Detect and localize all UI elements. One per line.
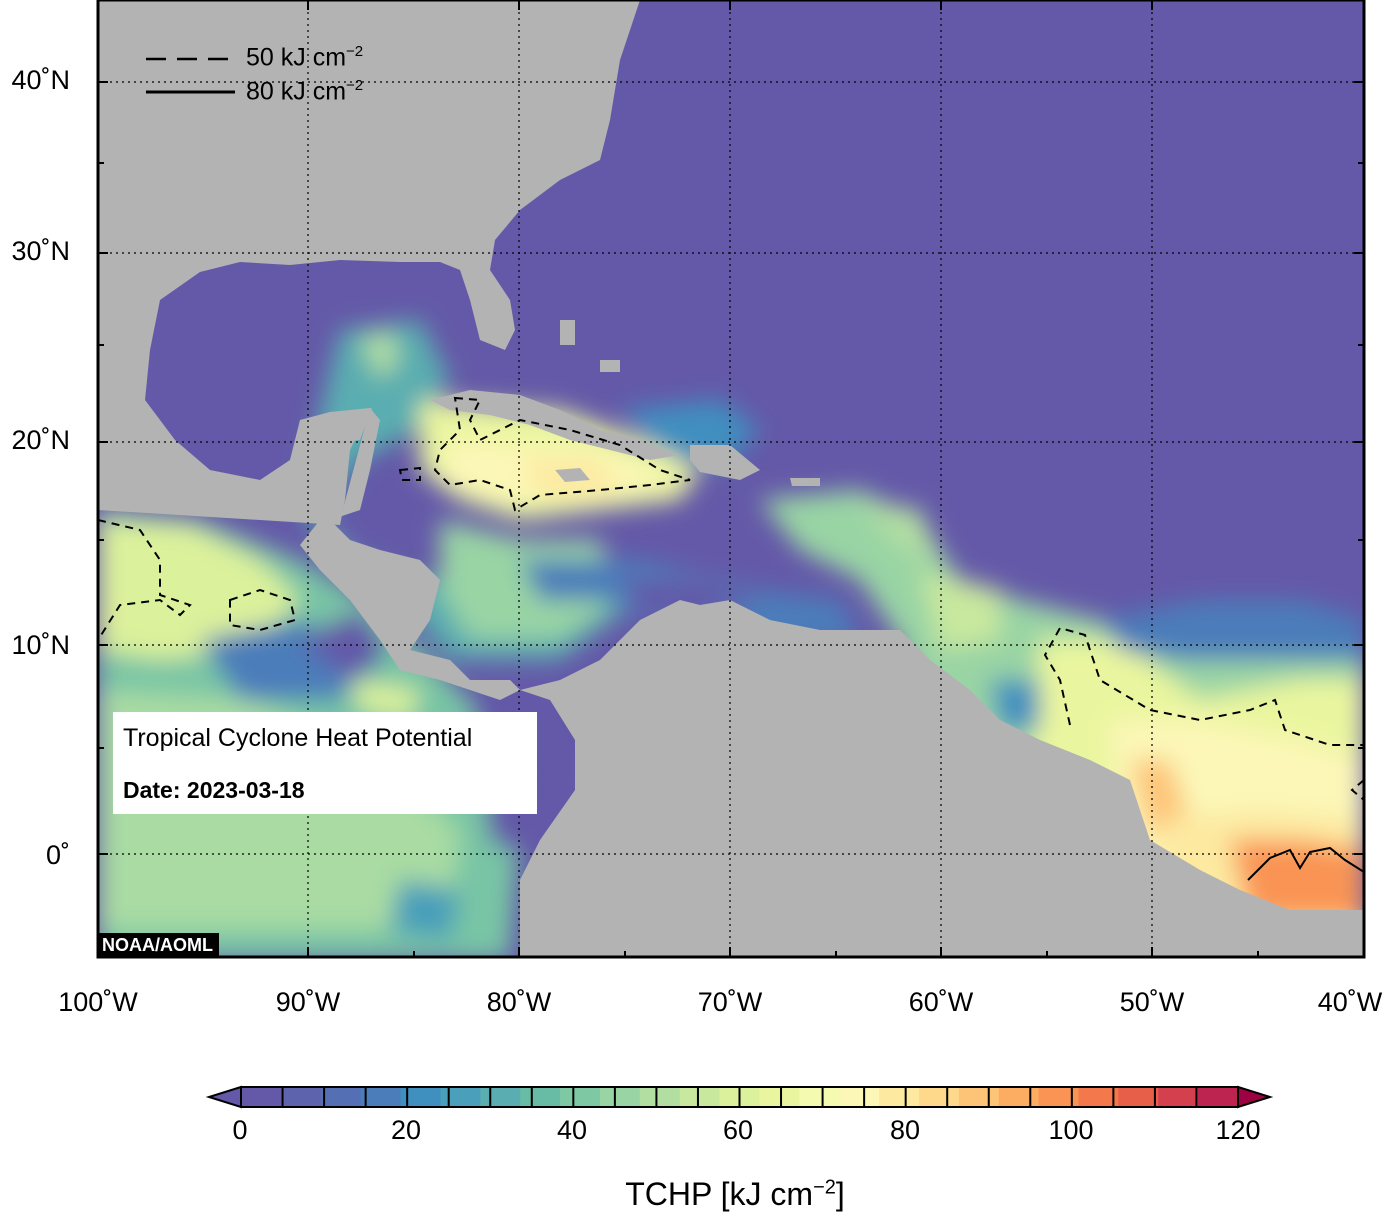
colorbar-cell xyxy=(918,1087,960,1107)
colorbar-cell xyxy=(360,1087,402,1107)
colorbar-cell xyxy=(599,1087,641,1107)
lat-tick-40n: 40˚N xyxy=(11,65,70,95)
map-date: Date: 2023-03-18 xyxy=(123,777,305,803)
credit-label: NOAA/AOML xyxy=(98,933,219,958)
contour-50-pacific-loop xyxy=(229,588,297,632)
contour-80-atlantic xyxy=(1247,846,1364,881)
colorbar-tick-120: 120 xyxy=(1215,1115,1261,1145)
lon-tick-80w: 80˚W xyxy=(486,987,552,1017)
colorbar-cell xyxy=(1158,1087,1199,1107)
lon-tick-60w: 60˚W xyxy=(908,987,974,1017)
colorbar-tick-0: 0 xyxy=(232,1115,248,1145)
colorbar-cell xyxy=(799,1087,840,1107)
colorbar-tick-80: 80 xyxy=(889,1115,921,1145)
contour-50-atlantic-small xyxy=(1350,779,1364,801)
land xyxy=(98,0,1364,957)
colorbar xyxy=(205,1085,1274,1109)
map-title-box: Tropical Cyclone Heat Potential Date: 20… xyxy=(113,712,537,814)
gridlines xyxy=(98,0,1364,957)
colorbar-cell xyxy=(639,1087,681,1107)
colorbar-cell xyxy=(759,1087,800,1107)
colorbar-cell xyxy=(839,1087,880,1107)
colorbar-max-arrow xyxy=(1237,1085,1274,1109)
legend-50-label: 50 kJ cm−2 xyxy=(246,43,364,72)
contour-50-small xyxy=(398,466,421,481)
colorbar-cell xyxy=(1078,1087,1119,1107)
colorbar-cell xyxy=(1038,1087,1079,1107)
colorbar-cell xyxy=(320,1087,362,1107)
lat-tick-0: 0˚ xyxy=(45,840,70,870)
axis-ticks xyxy=(98,0,1364,957)
colorbar-cell xyxy=(998,1087,1040,1107)
lat-tick-10n: 10˚N xyxy=(11,630,70,660)
colorbar-cell xyxy=(280,1087,322,1107)
colorbar-cell xyxy=(1198,1087,1239,1107)
contour-50-atlantic xyxy=(1043,626,1364,746)
contour-50-caribbean xyxy=(433,396,691,512)
colorbar-title: TCHP [kJ cm−2] xyxy=(625,1176,845,1212)
colorbar-cell xyxy=(241,1087,282,1107)
colorbar-cell xyxy=(520,1087,561,1107)
colorbar-cell xyxy=(480,1087,521,1107)
colorbar-cell xyxy=(440,1087,481,1107)
contour-50-pacific xyxy=(98,519,192,641)
lon-tick-50w: 50˚W xyxy=(1119,987,1185,1017)
lat-tick-30n: 30˚N xyxy=(11,236,70,266)
lon-tick-40w: 40˚W xyxy=(1317,987,1383,1017)
lat-tick-20n: 20˚N xyxy=(11,425,70,455)
colorbar-cell xyxy=(879,1087,920,1107)
colorbar-tick-20: 20 xyxy=(390,1115,422,1145)
colorbar-tick-60: 60 xyxy=(722,1115,754,1145)
colorbar-cell xyxy=(679,1087,721,1107)
colorbar-cell xyxy=(400,1087,441,1107)
lon-tick-70w: 70˚W xyxy=(697,987,763,1017)
colorbar-min-arrow xyxy=(205,1085,242,1109)
legend-80-label: 80 kJ cm−2 xyxy=(246,77,364,106)
colorbar-cell xyxy=(958,1087,1000,1107)
colorbar-cell xyxy=(560,1087,601,1107)
contours xyxy=(98,396,1364,881)
colorbar-tick-40: 40 xyxy=(556,1115,588,1145)
colorbar-cell xyxy=(1118,1087,1159,1107)
colorbar-tick-100: 100 xyxy=(1048,1115,1094,1145)
lon-tick-90w: 90˚W xyxy=(275,987,341,1017)
map-title: Tropical Cyclone Heat Potential xyxy=(123,724,473,752)
lon-tick-100w: 100˚W xyxy=(58,987,138,1017)
